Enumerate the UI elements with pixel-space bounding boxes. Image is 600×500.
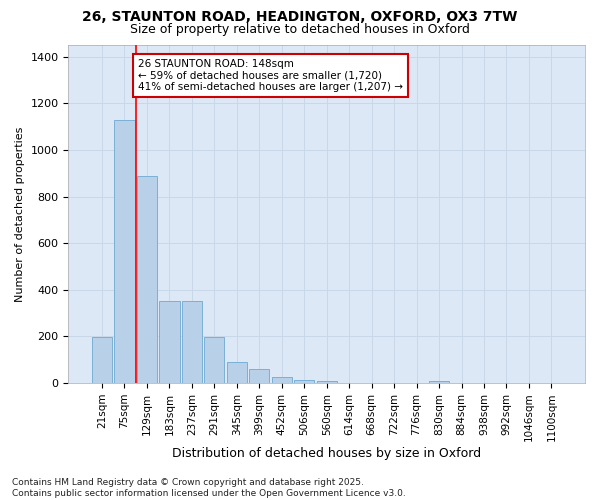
Bar <box>159 302 179 383</box>
Bar <box>317 381 337 383</box>
Bar <box>204 337 224 383</box>
Bar <box>92 337 112 383</box>
Bar <box>137 176 157 383</box>
Text: Contains HM Land Registry data © Crown copyright and database right 2025.
Contai: Contains HM Land Registry data © Crown c… <box>12 478 406 498</box>
Bar <box>227 362 247 383</box>
Bar <box>272 378 292 383</box>
Bar <box>249 369 269 383</box>
Bar <box>429 381 449 383</box>
Bar <box>294 380 314 383</box>
X-axis label: Distribution of detached houses by size in Oxford: Distribution of detached houses by size … <box>172 447 481 460</box>
Text: 26, STAUNTON ROAD, HEADINGTON, OXFORD, OX3 7TW: 26, STAUNTON ROAD, HEADINGTON, OXFORD, O… <box>82 10 518 24</box>
Y-axis label: Number of detached properties: Number of detached properties <box>15 126 25 302</box>
Bar <box>182 302 202 383</box>
Text: Size of property relative to detached houses in Oxford: Size of property relative to detached ho… <box>130 22 470 36</box>
Bar <box>115 120 134 383</box>
Text: 26 STAUNTON ROAD: 148sqm
← 59% of detached houses are smaller (1,720)
41% of sem: 26 STAUNTON ROAD: 148sqm ← 59% of detach… <box>138 59 403 92</box>
